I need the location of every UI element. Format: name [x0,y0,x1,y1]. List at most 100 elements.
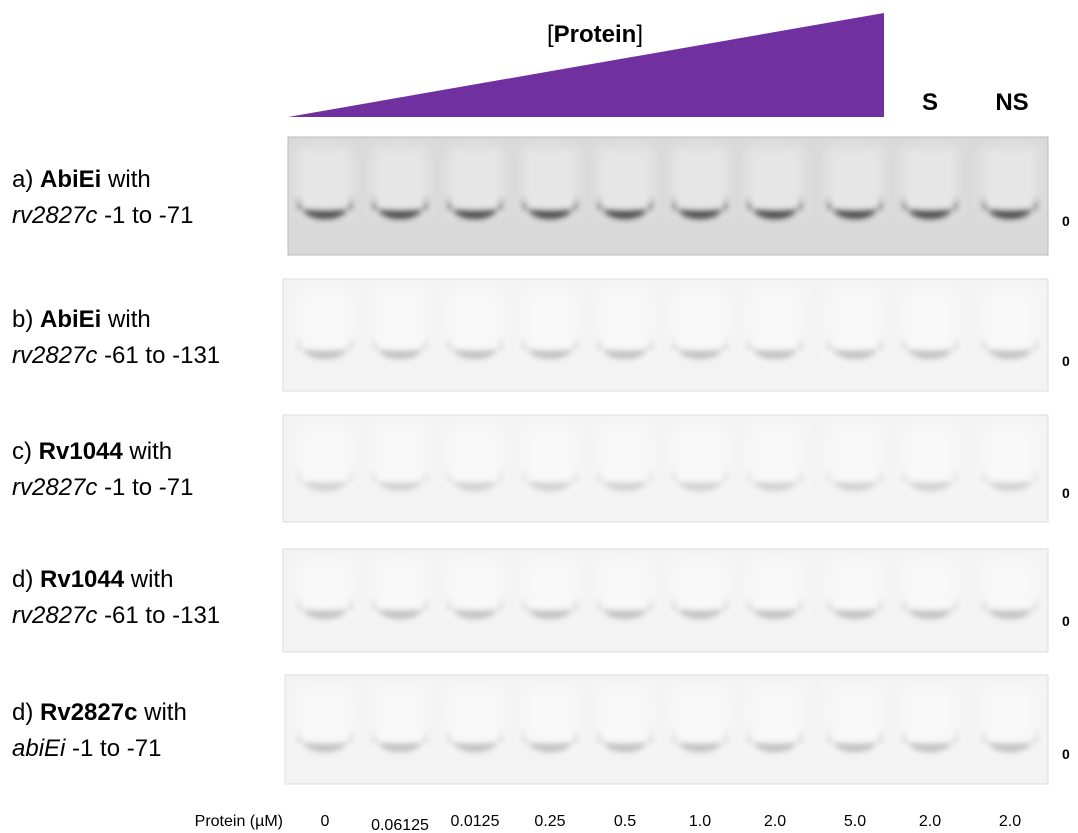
well [982,685,1038,748]
panel-label: rv2827c -1 to -71 [12,202,193,229]
gene-name: abiEi [12,735,66,762]
panel-label: b) AbiEi with [12,306,151,333]
well [447,147,503,215]
well [747,685,803,748]
well [447,289,503,355]
band-marker: 0 [1062,613,1070,629]
panel-label: d) Rv1044 with [12,566,173,593]
concentration: 0 [321,813,330,830]
range: -61 to -131 [104,342,220,369]
panel-letter: d) [12,699,33,726]
range: -1 to -71 [104,474,193,501]
well [902,425,958,487]
lane-label: S [922,89,938,116]
title: Protein [554,21,637,48]
concentration: 1.0 [689,813,711,830]
band-marker: 0 [1062,213,1070,229]
well [827,685,883,748]
band-marker: 0 [1062,746,1070,762]
well [827,147,883,215]
well [372,559,428,615]
well [597,147,653,215]
well [982,289,1038,355]
well [672,425,728,487]
concentration: 2.0 [919,813,941,830]
well [372,289,428,355]
well [747,425,803,487]
concentration: 2.0 [999,813,1021,830]
well [597,289,653,355]
well [447,685,503,748]
with: with [130,566,174,593]
well [297,147,353,215]
well [827,289,883,355]
panel-letter: a) [12,166,33,193]
concentration: 0.5 [614,813,636,830]
well [597,685,653,748]
well [747,289,803,355]
well [297,559,353,615]
band-marker: 0 [1062,353,1070,369]
wedge-title: [Protein] [547,21,643,48]
with: with [128,438,172,465]
well [902,289,958,355]
well [597,425,653,487]
concentration: 0.0125 [451,813,500,830]
protein-name: Rv1044 [40,566,125,593]
panel-letter: b) [12,306,33,333]
well [372,685,428,748]
panel-label: a) AbiEi with [12,166,151,193]
well [747,147,803,215]
gel-panel [283,549,1048,652]
gel-panel [285,675,1048,784]
band-marker: 0 [1062,485,1070,501]
gene-name: rv2827c [12,474,97,501]
concentration: 2.0 [764,813,786,830]
well [522,147,578,215]
lane-label: NS [995,89,1028,116]
bracket: ] [636,21,643,48]
protein-name: AbiEi [40,166,101,193]
well [522,425,578,487]
panel-label: abiEi -1 to -71 [12,735,161,762]
panel-letter: c) [12,438,32,465]
well [827,559,883,615]
figure: [Protein] S NS Protein (µM) a) AbiEi wit… [0,0,1078,833]
panel-letter: d) [12,566,33,593]
protein-name: Rv1044 [39,438,124,465]
well [597,559,653,615]
range: -61 to -131 [104,602,220,629]
panel-label: c) Rv1044 with [12,438,172,465]
gel-panel [283,279,1048,391]
well [902,685,958,748]
with: with [143,699,187,726]
with: with [107,166,151,193]
well [902,559,958,615]
well [447,425,503,487]
well [297,425,353,487]
panel-label: d) Rv2827c with [12,699,187,726]
concentration: 0.06125 [371,817,429,833]
range: -1 to -71 [104,202,193,229]
concentration: 5.0 [844,813,866,830]
well [372,147,428,215]
panel-label: rv2827c -61 to -131 [12,602,220,629]
protein-name: AbiEi [40,306,101,333]
well [522,289,578,355]
well [982,425,1038,487]
well [672,289,728,355]
well [827,425,883,487]
well [297,685,353,748]
well [672,559,728,615]
gene-name: rv2827c [12,202,97,229]
with: with [107,306,151,333]
protein-name: Rv2827c [40,699,137,726]
well [902,147,958,215]
gene-name: rv2827c [12,602,97,629]
gene-name: rv2827c [12,342,97,369]
well [372,425,428,487]
well [522,685,578,748]
well [747,559,803,615]
well [297,289,353,355]
gel-panel [288,137,1048,255]
